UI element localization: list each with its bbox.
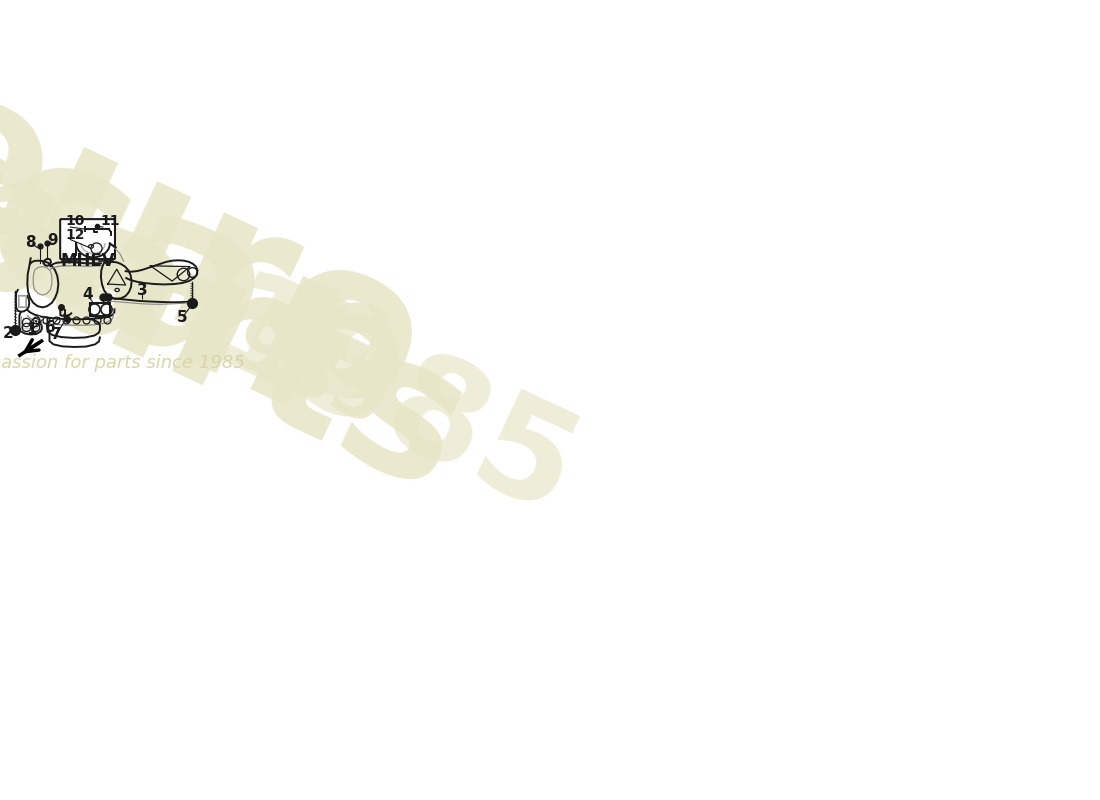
Text: euro: euro <box>0 41 458 464</box>
Text: car: car <box>0 104 408 476</box>
Text: 4: 4 <box>82 287 92 302</box>
Text: 10: 10 <box>65 214 85 228</box>
Text: 2: 2 <box>3 326 13 341</box>
Text: 11: 11 <box>101 214 120 228</box>
Text: 8: 8 <box>25 234 35 250</box>
Text: 1: 1 <box>26 322 37 337</box>
Text: 5: 5 <box>177 310 187 325</box>
FancyBboxPatch shape <box>60 219 116 259</box>
Text: 12: 12 <box>65 227 85 242</box>
FancyBboxPatch shape <box>90 303 110 316</box>
Text: 1985: 1985 <box>189 262 596 547</box>
Text: 9: 9 <box>47 233 58 247</box>
Text: parts: parts <box>0 122 495 536</box>
Text: 3: 3 <box>138 283 147 298</box>
Text: 7: 7 <box>51 327 62 342</box>
Text: MHEV: MHEV <box>60 252 116 270</box>
Text: a passion for parts since 1985: a passion for parts since 1985 <box>0 354 245 372</box>
Text: 6: 6 <box>45 320 56 334</box>
Text: since 1985: since 1985 <box>0 178 397 441</box>
